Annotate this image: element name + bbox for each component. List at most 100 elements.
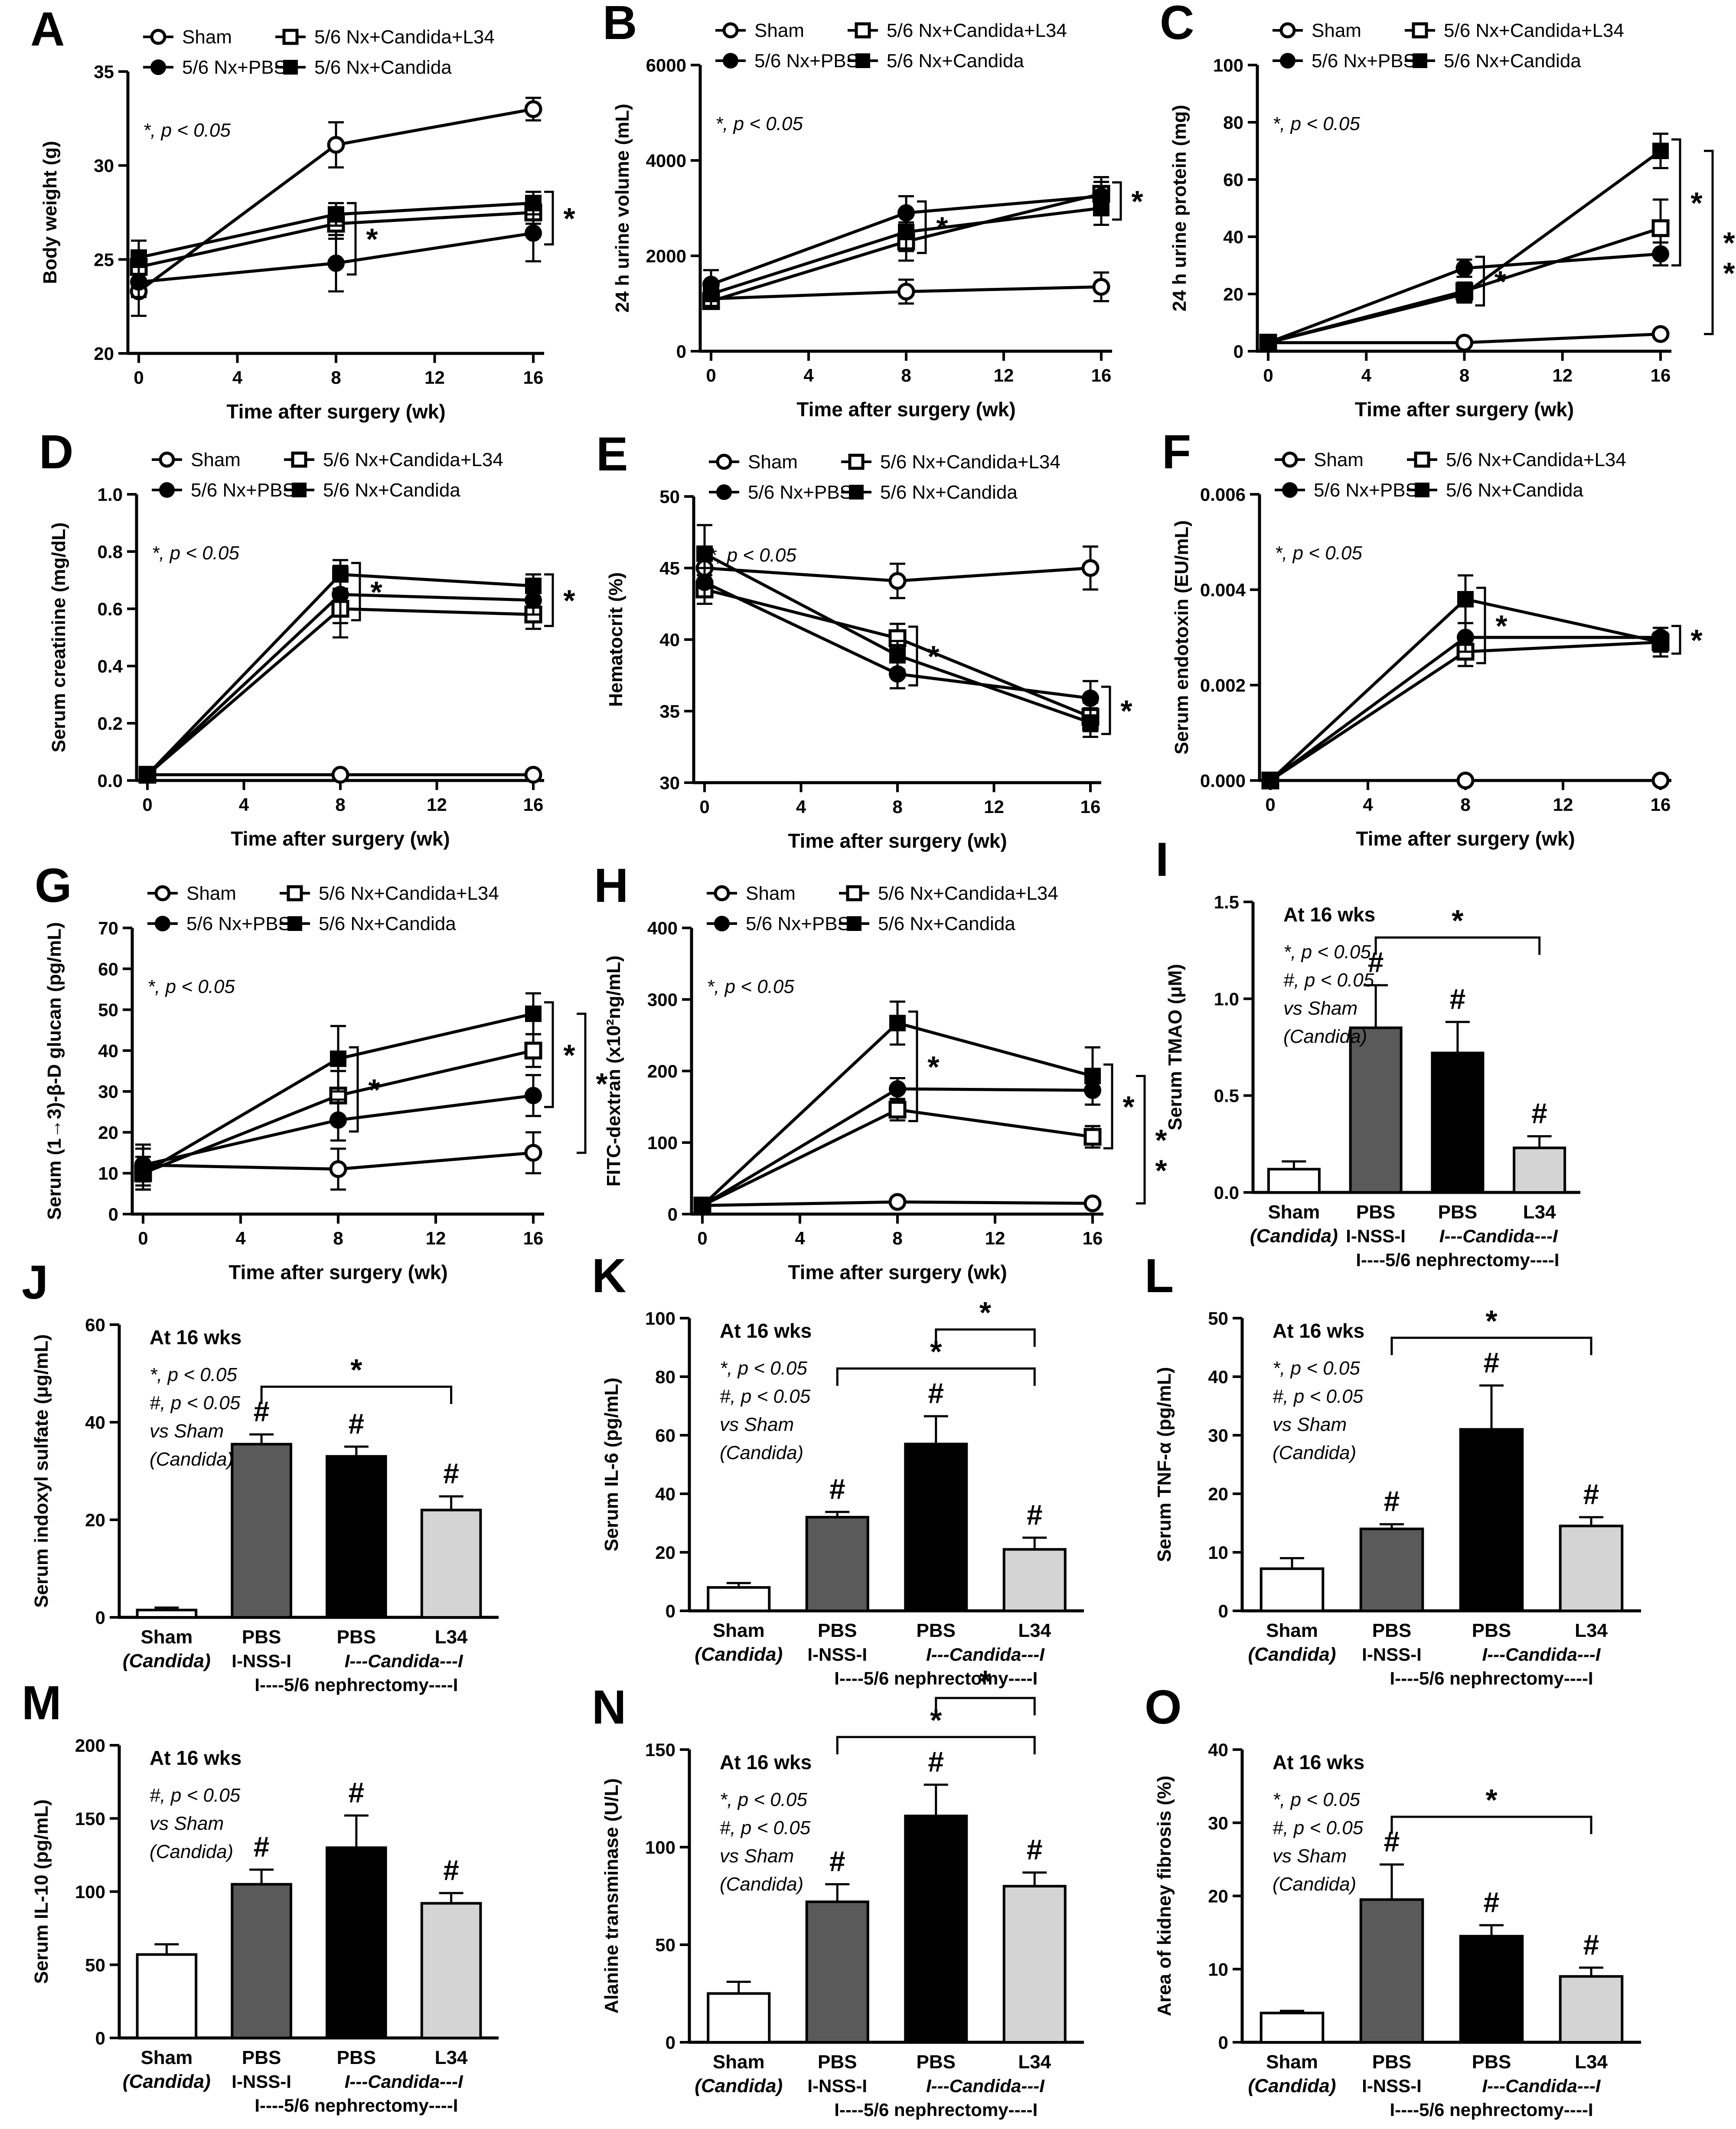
x-tick-label: 16 [523,794,544,815]
x-tick-label: 16 [1651,365,1671,385]
legend-entry: 5/6 Nx+Candida+L34 [275,26,495,48]
marker-circle-filled [327,255,345,272]
note-line: *, p < 0.05 [1273,1789,1360,1810]
y-tick-label: 0 [108,1204,118,1225]
marker-circle-open [327,136,345,154]
significance-bracket [544,573,554,627]
x-tick-label: 16 [1091,365,1112,385]
x-group-nss: I-NSS-I [232,2071,291,2092]
y-tick-label: 25 [94,249,114,270]
marker-square-filled [328,206,344,223]
significance-mark: * [1723,226,1735,260]
y-tick-label: 0.0 [1214,1182,1239,1203]
x-label-pbs: PBS [337,2047,376,2068]
marker-circle-filled [155,916,170,931]
marker-circle-open [159,451,175,468]
panel-K: K 0 20 40 60 80 100 Serum IL-6 (pg/mL) # # # Sham (C… [592,1249,1084,1688]
y-tick-label: 0.000 [1200,771,1246,791]
marker-square-open [888,1100,907,1119]
y-tick-label: 40 [659,630,680,650]
x-label-candida: (Candida) [123,2071,211,2092]
y-tick-label: 0 [95,1607,105,1628]
marker-square-open [1414,451,1430,468]
x-label-pbs: PBS [1372,1620,1411,1641]
bar-2 [1459,1428,1524,1612]
y-tick-label: 0.002 [1200,675,1246,696]
marker-square-filled [1652,143,1669,159]
y-tick-label: 6000 [646,55,686,75]
bar-0 [1260,2011,1325,2044]
legend-label: 5/6 Nx+Candida+L34 [878,883,1058,904]
significance-mark: * [1690,624,1703,657]
legend-entry: Sham [707,883,796,904]
marker-square-filled [131,249,147,266]
significance-mark: * [927,1050,940,1084]
marker-square-filled [703,286,719,302]
x-label-pbs: PBS [818,2051,857,2073]
marker-circle-open [1651,771,1670,790]
y-tick-label: 400 [647,918,678,938]
legend-entry: 5/6 Nx+PBS [1275,480,1418,501]
y-tick-label: 50 [98,1000,118,1020]
legend-entry: Sham [147,883,236,904]
x-axis-label: Time after surgery (wk) [228,1261,447,1283]
x-tick-label: 8 [1459,365,1469,385]
x-tick-label: 16 [1083,1228,1103,1248]
note-line: #, p < 0.05 [150,1392,241,1414]
legend-label: 5/6 Nx+PBS [1312,50,1416,72]
note-line: (Candida) [150,1841,233,1862]
y-tick-label: 1.5 [1214,892,1239,912]
x-axis-label: Time after surgery (wk) [226,400,445,423]
marker-square-filled [135,1165,151,1182]
marker-circle-open [154,885,171,901]
legend-entry: 5/6 Nx+Candida+L34 [848,20,1067,41]
x-tick-label: 0 [699,797,709,817]
panel-E: E 30 35 40 45 50 Hematocrit (%) 0 4 8 12 16 Time aft… [596,428,1132,852]
significance-bracket [1103,1063,1113,1149]
note-line: #, p < 0.05 [1283,970,1374,991]
x-group-nephrectomy: I----5/6 nephrectomy----I [1390,1668,1593,1688]
y-axis-label: Serum creatinine (mg/dL) [48,522,69,753]
panel-letter: J [22,1256,48,1309]
marker-square-filled [1082,714,1099,731]
series-3 [131,190,542,276]
marker-circle-filled [1082,689,1099,707]
bar-3 [420,1902,482,2039]
marker-circle-filled [714,916,730,931]
hash-mark: # [1583,1478,1599,1510]
series-3 [1262,574,1669,789]
bar-1 [231,1883,292,2039]
series-line [702,1108,1093,1207]
panel-letter: N [592,1681,626,1734]
legend-label: 5/6 Nx+Candida [880,482,1018,503]
x-label-pbs: PBS [1372,2051,1411,2073]
bar-3 [1002,1885,1067,2044]
x-tick-label: 0 [706,365,716,385]
legend-entry: 5/6 Nx+Candida [839,913,1015,934]
legend-entry: 5/6 Nx+Candida [1407,480,1583,501]
x-tick-label: 4 [1361,365,1372,385]
bar-3 [420,1509,482,1619]
panel-letter: E [596,428,628,481]
significance-bracket [347,202,357,276]
hash-mark: # [928,1746,944,1778]
bar-1 [805,1516,869,1612]
x-tick-label: 0 [697,1228,707,1248]
x-label-pbs: PBS [1472,2051,1511,2073]
x-tick-label: 8 [892,1228,902,1248]
panel-letter: F [1162,425,1191,479]
x-tick-label: 0 [134,367,144,388]
y-axis-label: Serum IL-10 (pg/mL) [31,1799,52,1984]
marker-square-filled [1084,1068,1101,1084]
y-axis-label: Serum TMAO (μM) [1165,964,1186,1130]
legend-label: 5/6 Nx+PBS [191,480,295,501]
p-value-note: *, p < 0.05 [147,976,235,997]
legend-label: 5/6 Nx+Candida+L34 [319,883,499,904]
legend-label: Sham [754,20,804,41]
significance-bracket [1671,625,1681,655]
x-group-candida: I---Candida---I [345,1651,463,1671]
significance-bracket [349,1046,359,1133]
bar-3 [1513,1146,1566,1194]
bar-0 [707,1992,771,2044]
marker-circle-filled [1652,245,1669,263]
